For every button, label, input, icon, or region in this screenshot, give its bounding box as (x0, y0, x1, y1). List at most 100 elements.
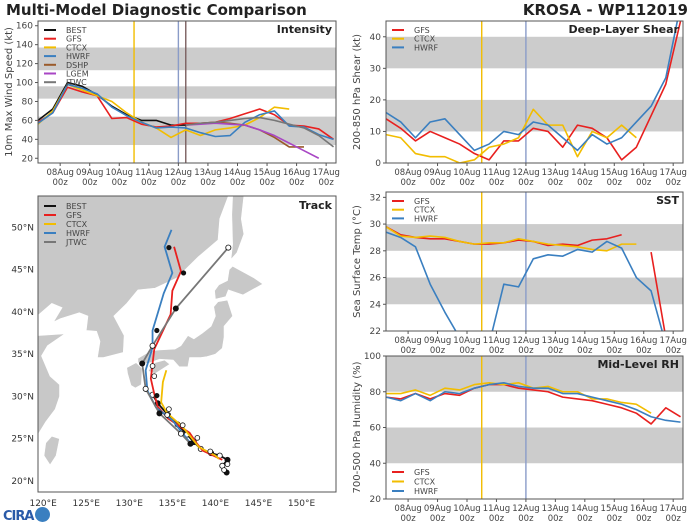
x-tick-label: 150°E (288, 499, 316, 509)
series-line-ctcx (386, 382, 652, 414)
landmass (43, 435, 60, 466)
x-tick-label-date: 11Aug (483, 168, 510, 178)
landmass (38, 196, 229, 358)
x-tick-label-hour: 00z (230, 178, 246, 188)
x-tick-label-date: 13Aug (542, 168, 569, 178)
y-tick-label: 10 (370, 127, 382, 137)
x-tick-label: 120°E (29, 499, 57, 509)
y-tick-label: 50°N (11, 223, 34, 233)
x-tick-label-hour: 00z (607, 346, 623, 356)
shaded-band (386, 36, 683, 69)
forecast-point (207, 448, 214, 455)
y-tick-label: 24 (370, 300, 382, 310)
x-tick-label-hour: 00z (53, 178, 69, 188)
x-tick-label-date: 12Aug (512, 168, 539, 178)
series-lines (386, 382, 681, 425)
legend-label: BEST (66, 202, 87, 211)
y-tick-label: 35°N (11, 350, 34, 360)
x-tick-label-hour: 00z (112, 178, 128, 188)
y-tick-label: 60 (370, 424, 382, 434)
x-tick-label-hour: 00z (459, 514, 475, 524)
legend-label: HWRF (414, 487, 438, 496)
y-tick-label: 22 (370, 327, 381, 337)
y-axis-label: 200-850 hPa Shear (kt) (352, 34, 363, 150)
track-line-jtwc (141, 247, 230, 445)
x-tick-label-date: 13Aug (194, 168, 221, 178)
series-lines (386, 21, 682, 163)
panel-rh: 2040608010008Aug00z09Aug00z10Aug00z11Aug… (352, 352, 687, 524)
x-tick-label-hour: 00z (489, 178, 505, 188)
legend-label: HWRF (414, 43, 438, 52)
series-line-hwrf (38, 83, 334, 141)
x-tick-label-date: 14Aug (571, 168, 598, 178)
y-tick-label: 20 (22, 154, 34, 164)
y-tick-label: 60 (22, 116, 34, 126)
x-tick-label-date: 15Aug (253, 168, 280, 178)
y-tick-label: 80 (370, 388, 382, 398)
forecast-point (221, 467, 227, 473)
x-tick-label-hour: 00z (548, 514, 564, 524)
forecast-point (154, 392, 160, 399)
series-line-gfs (386, 21, 682, 161)
x-tick-label-date: 17Aug (659, 336, 686, 346)
y-tick-label: 20 (370, 96, 382, 106)
panel-intensity: 2040608010012014016008Aug00z09Aug00z10Au… (4, 20, 340, 188)
x-tick-label-date: 16Aug (630, 336, 657, 346)
x-tick-label-date: 12Aug (512, 336, 539, 346)
y-tick-label: 20 (370, 495, 382, 505)
x-tick-label-hour: 00z (666, 346, 682, 356)
x-tick-label: 145°E (245, 499, 273, 509)
x-tick-label-date: 08Aug (394, 504, 421, 514)
tracks (139, 229, 232, 476)
x-tick-label-hour: 00z (459, 346, 475, 356)
series-lines (386, 226, 666, 331)
legend-label: GFS (414, 26, 430, 35)
legend-label: CTCX (414, 35, 436, 44)
track-point (172, 305, 179, 312)
x-tick-label-hour: 00z (636, 514, 652, 524)
forecast-point (180, 270, 187, 276)
x-tick-label-hour: 00z (518, 346, 534, 356)
track-point (142, 385, 149, 392)
legend-label: CTCX (66, 220, 88, 229)
y-tick-label: 30 (370, 220, 382, 230)
plot-frame (37, 20, 337, 164)
y-tick-label: 100 (16, 79, 33, 89)
x-tick-label-date: 13Aug (542, 504, 569, 514)
x-tick-label-hour: 00z (319, 178, 335, 188)
y-tick-label: 40 (370, 33, 382, 43)
x-tick-label-hour: 00z (289, 178, 305, 188)
x-tick-label-date: 16Aug (630, 504, 657, 514)
x-tick-label-date: 17Aug (312, 168, 339, 178)
landmass (214, 265, 264, 300)
x-tick-label-date: 17Aug (659, 504, 686, 514)
x-tick-label-date: 11Aug (135, 168, 162, 178)
cira-logo-text: CIRA (3, 509, 34, 524)
legend-label: GFS (66, 211, 82, 220)
track-point (149, 342, 156, 349)
x-tick-label-date: 08Aug (46, 168, 73, 178)
legend-label: JTWC (65, 78, 87, 87)
main-title: Multi-Model Diagnostic Comparison (6, 1, 307, 19)
plot-frame (385, 20, 684, 164)
track-point (187, 440, 194, 447)
x-tick-label-date: 17Aug (659, 168, 686, 178)
land-areas (38, 196, 264, 466)
panel-title: Deep-Layer Shear (568, 23, 679, 36)
x-tick-label-date: 10Aug (453, 336, 480, 346)
shaded-band (386, 356, 683, 392)
x-tick-label-hour: 00z (171, 178, 187, 188)
shaded-band (386, 224, 683, 251)
series-line-hwrf (386, 231, 663, 331)
x-tick-label: 135°E (159, 499, 187, 509)
forecast-point (179, 422, 186, 428)
panel-title: Mid-Level RH (597, 358, 679, 371)
forecast-point (224, 461, 231, 467)
legend-label: CTCX (414, 478, 436, 487)
x-tick-label-hour: 00z (518, 178, 534, 188)
series-line-hwrf (386, 21, 679, 152)
y-tick-label: 120 (16, 60, 33, 70)
x-tick-label: 125°E (73, 499, 101, 509)
shaded-band (38, 47, 336, 71)
panel-sst: 22242628303208Aug00z09Aug00z10Aug00z11Au… (352, 191, 687, 356)
